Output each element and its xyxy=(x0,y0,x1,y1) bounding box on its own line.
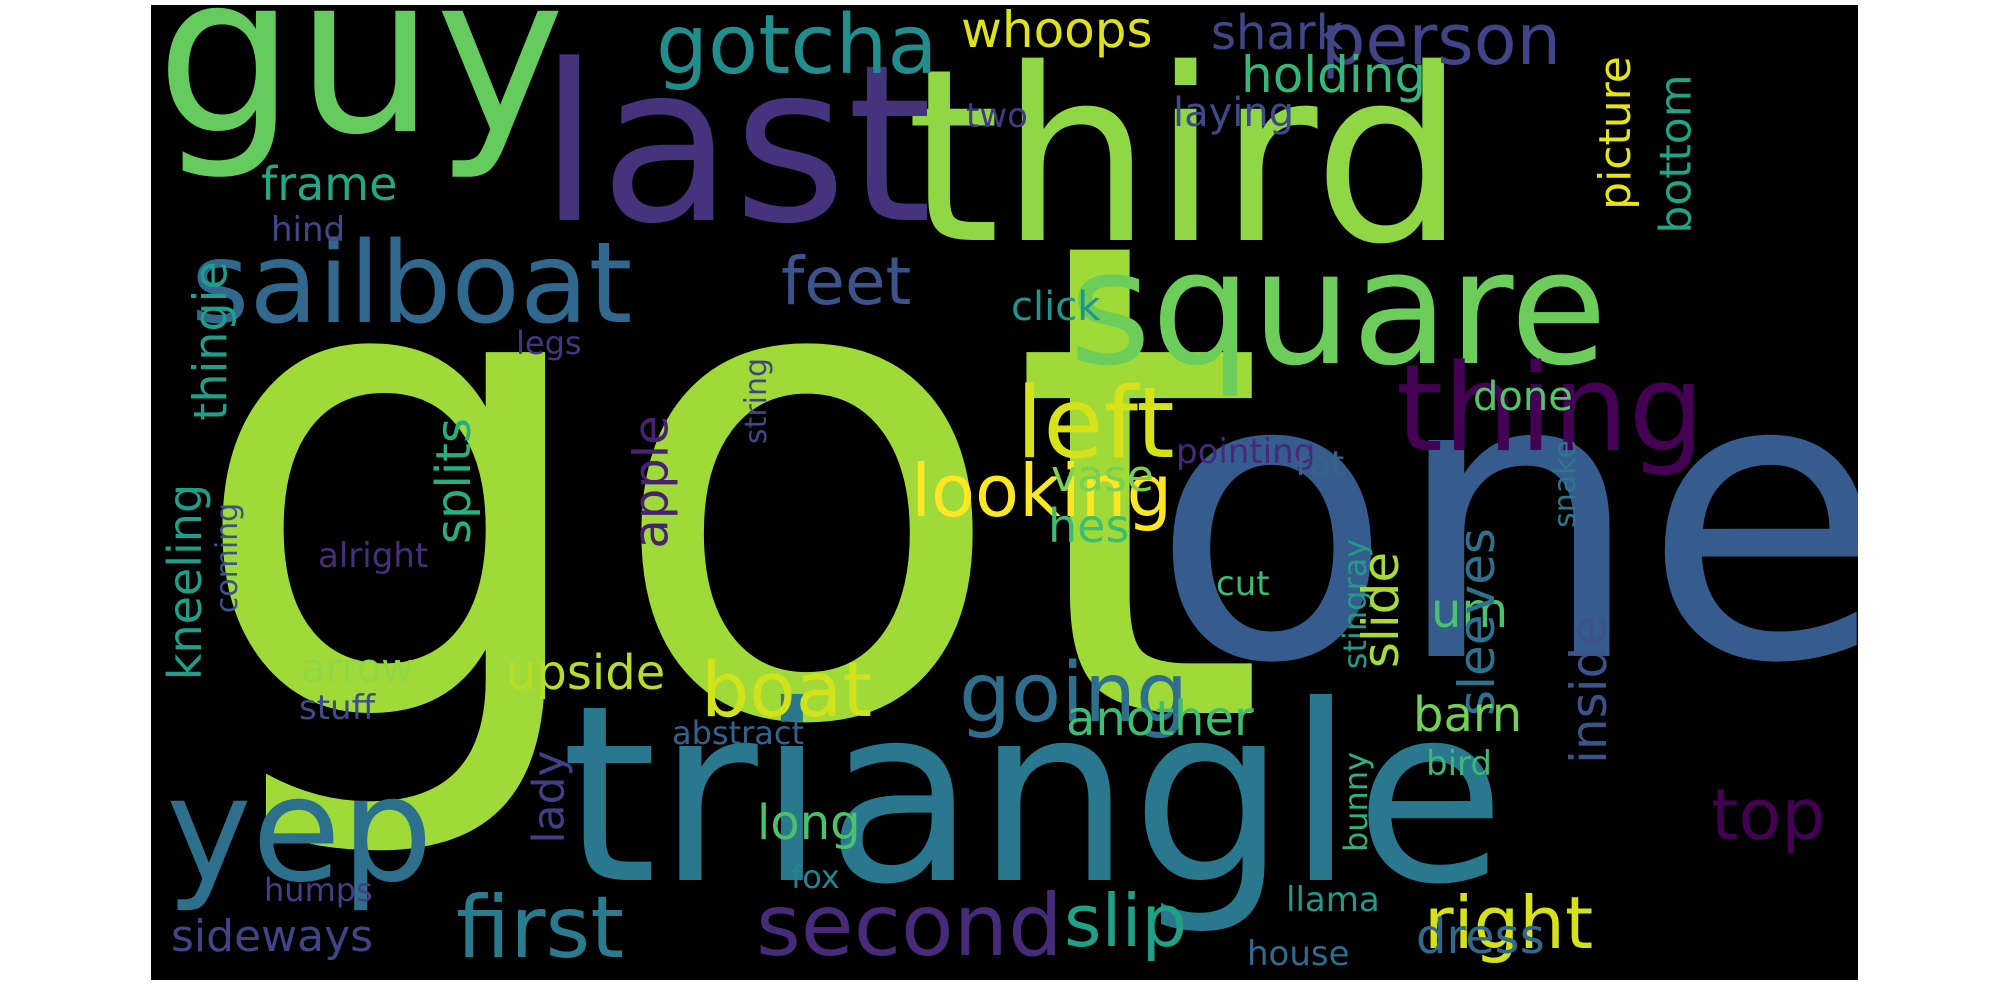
word-thing: thing xyxy=(1396,340,1705,479)
word-bunny: bunny xyxy=(1337,751,1376,853)
word-sideways: sideways xyxy=(171,911,374,962)
word-click: click xyxy=(1011,284,1101,330)
word-done: done xyxy=(1473,374,1573,420)
word-upside: upside xyxy=(506,645,666,701)
word-vase: vase xyxy=(1051,451,1154,502)
word-hind: hind xyxy=(271,210,346,250)
word-cut: cut xyxy=(1216,564,1270,604)
word-house: house xyxy=(1247,934,1350,974)
word-llama: llama xyxy=(1286,880,1380,920)
word-first: first xyxy=(456,878,625,978)
word-humps: humps xyxy=(264,871,373,909)
word-feet: feet xyxy=(781,243,912,320)
word-sailboat: sailboat xyxy=(191,219,633,349)
word-coming: coming xyxy=(210,502,246,614)
word-triangle: triangle xyxy=(561,653,1506,938)
word-splits: splits xyxy=(425,418,482,544)
word-lady: lady xyxy=(523,750,575,844)
word-last: last xyxy=(539,19,933,272)
word-stuff: stuff xyxy=(299,688,376,728)
word-guy: guy xyxy=(156,5,566,183)
word-third: third xyxy=(906,17,1466,297)
word-two: two xyxy=(966,96,1028,136)
word-square: square xyxy=(1069,217,1608,401)
word-second: second xyxy=(756,876,1063,976)
word-dress: dress xyxy=(1416,909,1545,965)
word-fox: fox xyxy=(791,858,840,896)
word-whoops: whoops xyxy=(961,5,1153,59)
word-barn: barn xyxy=(1413,687,1523,743)
word-apple: apple xyxy=(623,415,680,549)
word-frame: frame xyxy=(261,157,398,211)
word-slide: slide xyxy=(1352,551,1411,669)
word-gotcha: gotcha xyxy=(656,5,938,93)
word-arrow: arrow xyxy=(301,646,415,692)
word-pointing: pointing xyxy=(1176,432,1316,472)
word-shark: shark xyxy=(1211,5,1344,61)
word-um: um xyxy=(1431,583,1509,639)
word-long: long xyxy=(757,795,861,851)
word-string: string xyxy=(739,357,775,445)
word-top: top xyxy=(1711,774,1826,856)
word-going: going xyxy=(959,646,1189,741)
word-bird: bird xyxy=(1426,744,1492,784)
word-got: got xyxy=(186,100,1268,869)
word-abstract: abstract xyxy=(672,714,805,752)
word-right: right xyxy=(1424,881,1594,965)
word-yep: yep xyxy=(166,746,434,915)
word-left: left xyxy=(1016,367,1175,481)
word-laying: laying xyxy=(1173,90,1295,136)
word-hes: hes xyxy=(1048,499,1130,553)
word-snake: snake xyxy=(1547,440,1583,528)
word-legs: legs xyxy=(516,324,582,362)
word-looking: looking xyxy=(911,449,1173,533)
word-bottom: bottom xyxy=(1650,74,1702,234)
word-one: one xyxy=(1151,290,1858,750)
word-boat: boat xyxy=(701,645,873,734)
word-holding: holding xyxy=(1241,46,1427,104)
word-slip: slip xyxy=(1064,879,1188,963)
word-alright: alright xyxy=(318,536,429,576)
word-cloud-canvas: got one triangle third last guy square s… xyxy=(151,5,1858,980)
word-thingie: thingie xyxy=(183,261,238,421)
word-picture: picture xyxy=(1589,56,1641,210)
word-kneeling: kneeling xyxy=(158,483,213,681)
word-another: another xyxy=(1066,691,1254,747)
word-rat: rat xyxy=(1296,444,1345,484)
word-inside: inside xyxy=(1560,615,1619,765)
word-person: person xyxy=(1321,5,1561,81)
